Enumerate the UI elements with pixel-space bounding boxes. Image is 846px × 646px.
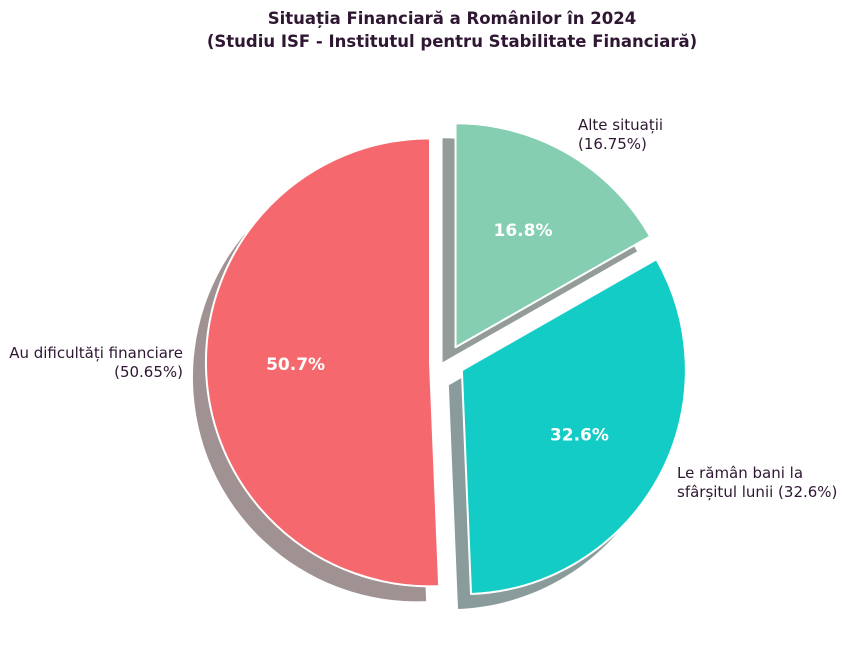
slice-label-line: (50.65%) [114,362,183,381]
chart-title-line1: Situația Financiară a Românilor în 2024 [267,9,637,28]
chart-title: Situația Financiară a Românilor în 2024 … [207,7,697,53]
pie-slice-le-raman-bani [460,258,687,596]
pie-slice-au-dificultati [204,137,441,588]
slice-label-alte-situatii: Alte situații (16.75%) [578,116,663,153]
slice-label-au-dificultati: Au dificultăți financiare (50.65%) [9,344,183,381]
slice-label-line: (16.75%) [578,134,647,153]
pct-label-le-raman-bani: 32.6% [550,425,609,445]
slice-label-line: Au dificultăți financiare [9,344,183,362]
pct-label-alte-situatii: 16.8% [494,221,553,241]
slice-label-le-raman-bani: Le rămân bani la sfârșitul lunii (32.6%) [677,464,837,501]
pct-label-au-dificultati: 50.7% [266,355,325,375]
pie-slice-alte-situatii [454,122,652,349]
slice-label-line: sfârșitul lunii (32.6%) [677,482,838,501]
chart-title-line2: (Studiu ISF - Institutul pentru Stabilit… [206,32,698,51]
slice-label-line: Le rămân bani la [677,464,804,482]
slice-label-line: Alte situații [578,116,664,134]
